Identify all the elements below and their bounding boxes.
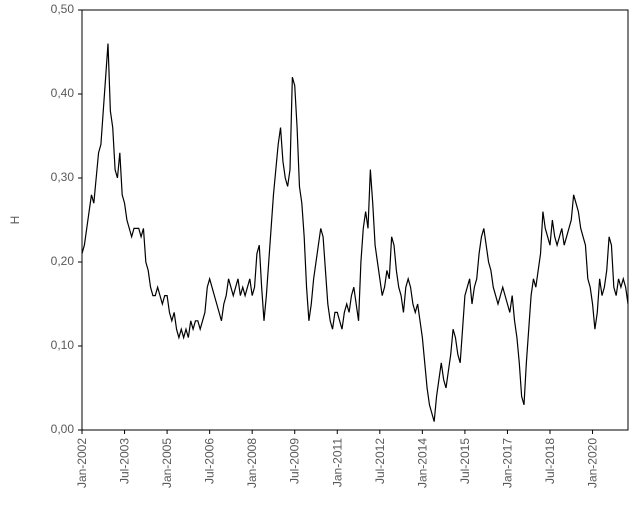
y-axis-label: H xyxy=(8,216,22,225)
y-tick-label: 0,30 xyxy=(51,170,75,184)
y-tick-label: 0,20 xyxy=(51,254,75,268)
x-tick-label: Jan-2020 xyxy=(586,438,600,488)
x-tick-label: Jan-2008 xyxy=(245,438,259,488)
x-tick-label: Jul-2006 xyxy=(203,438,217,484)
y-tick-label: 0,00 xyxy=(51,422,75,436)
x-tick-label: Jan-2017 xyxy=(500,438,514,488)
x-tick-label: Jul-2018 xyxy=(543,438,557,484)
x-tick-label: Jul-2012 xyxy=(373,438,387,484)
y-tick-label: 0,50 xyxy=(51,2,75,16)
y-tick-label: 0,10 xyxy=(51,338,75,352)
x-tick-label: Jan-2011 xyxy=(330,438,344,487)
x-tick-label: Jul-2015 xyxy=(458,438,472,484)
x-tick-label: Jan-2014 xyxy=(415,438,429,488)
x-tick-label: Jul-2003 xyxy=(118,438,132,484)
plot-frame xyxy=(81,9,629,431)
x-tick-label: Jan-2002 xyxy=(75,438,89,488)
data-line xyxy=(81,43,629,422)
x-tick-label: Jan-2005 xyxy=(160,438,174,488)
y-tick-label: 0,40 xyxy=(51,86,75,100)
x-tick-label: Jul-2009 xyxy=(288,438,302,484)
